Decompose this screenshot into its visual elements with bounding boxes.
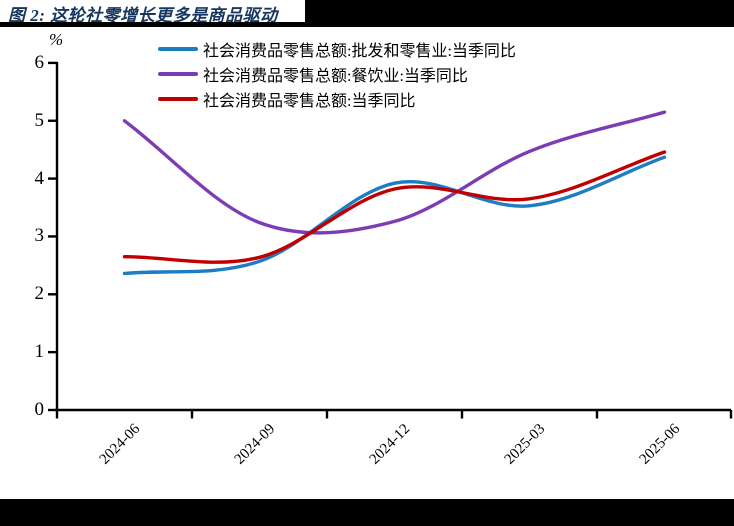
y-tick-label: 3 <box>34 225 45 247</box>
chart-axes <box>48 61 733 419</box>
y-tick-label: 0 <box>34 399 45 420</box>
y-tick-label: 6 <box>34 51 45 73</box>
title-underline-rule <box>0 22 734 27</box>
y-tick-label: 1 <box>34 341 45 363</box>
legend-item: 社会消费品零售总额:批发和零售业:当季同比 <box>158 36 516 61</box>
legend-line-swatch <box>158 46 198 51</box>
legend-label: 社会消费品零售总额:餐饮业:当季同比 <box>203 67 468 85</box>
figure-title: 图 2: 这轮社零增长更多是商品驱动 <box>8 6 278 25</box>
series-line <box>122 155 667 276</box>
y-axis-unit-label: % <box>49 30 64 49</box>
series-line <box>122 150 667 264</box>
series-line <box>122 110 667 235</box>
legend-line-swatch <box>158 96 198 101</box>
chart-legend: 社会消费品零售总额:批发和零售业:当季同比 社会消费品零售总额:餐饮业:当季同比社… <box>158 36 516 111</box>
chart-series-lines <box>122 110 667 276</box>
legend-item: 社会消费品零售总额:餐饮业:当季同比 <box>158 61 516 86</box>
y-tick-label: 5 <box>34 109 45 131</box>
y-tick-label: 2 <box>34 283 45 305</box>
y-tick-label: 4 <box>34 167 45 189</box>
legend-item: 社会消费品零售总额:当季同比 <box>158 86 516 111</box>
legend-label: 社会消费品零售总额:批发和零售业:当季同比 <box>203 42 516 60</box>
footer-bar <box>0 499 734 526</box>
legend-label: 社会消费品零售总额:当季同比 <box>203 92 416 110</box>
legend-line-swatch <box>158 71 198 76</box>
